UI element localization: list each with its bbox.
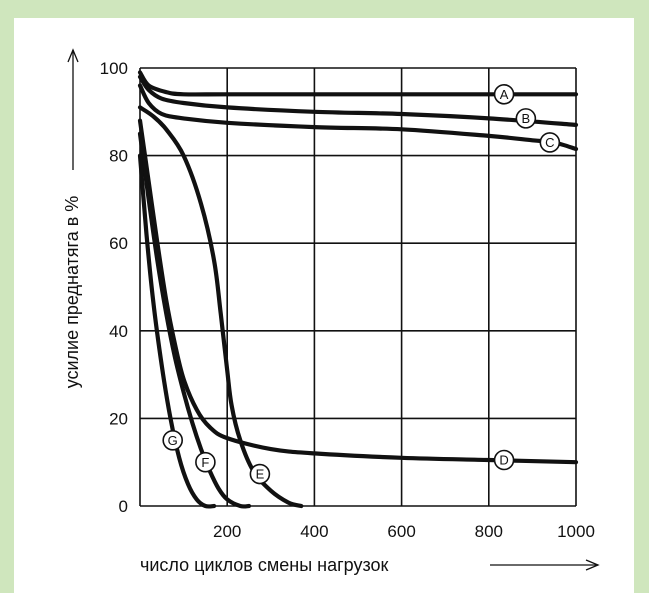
series-marker-b bbox=[515, 108, 537, 129]
x-axis-arrow-head bbox=[585, 559, 600, 571]
y-tick-20: 20 bbox=[109, 409, 128, 428]
series-marker-g bbox=[162, 429, 183, 451]
y-tick-0: 0 bbox=[119, 497, 128, 516]
series-line-a bbox=[137, 70, 579, 97]
y-tick-60: 60 bbox=[109, 234, 128, 253]
series-label-a: A bbox=[500, 87, 509, 102]
series-label-b: B bbox=[522, 111, 531, 126]
series-marker-d bbox=[493, 449, 515, 471]
series-label-f: F bbox=[201, 455, 209, 470]
series-lines bbox=[137, 70, 579, 509]
series-line-c bbox=[137, 83, 579, 152]
series-label-g: G bbox=[168, 433, 178, 448]
y-tick-labels: 0 20 40 60 80 100 bbox=[100, 59, 128, 516]
series-labels: ABC D E F G bbox=[162, 83, 561, 485]
series-label-d: D bbox=[499, 453, 508, 468]
y-tick-100: 100 bbox=[100, 59, 128, 78]
x-tick-labels: 200 400 600 800 1000 bbox=[213, 522, 595, 541]
series-line-f bbox=[137, 131, 252, 509]
series-line-e bbox=[137, 105, 304, 509]
series-line-b bbox=[137, 74, 579, 127]
series-marker-f bbox=[195, 451, 216, 473]
series-marker-c bbox=[539, 132, 561, 153]
x-tick-1000: 1000 bbox=[557, 522, 595, 541]
series-line-d bbox=[137, 118, 579, 465]
y-axis-label: усилие преднатяга в % bbox=[62, 196, 82, 389]
y-tick-80: 80 bbox=[109, 147, 128, 166]
y-axis-arrow-head bbox=[67, 48, 79, 63]
x-tick-600: 600 bbox=[387, 522, 415, 541]
series-label-c: C bbox=[545, 135, 554, 150]
grid bbox=[139, 67, 577, 507]
x-tick-200: 200 bbox=[213, 522, 241, 541]
y-tick-40: 40 bbox=[109, 322, 128, 341]
series-marker-e bbox=[249, 463, 271, 485]
x-tick-800: 800 bbox=[475, 522, 503, 541]
x-axis-label: число циклов смены нагрузок bbox=[140, 555, 389, 575]
series-label-e: E bbox=[256, 467, 265, 482]
x-tick-400: 400 bbox=[300, 522, 328, 541]
series-marker-a bbox=[493, 83, 515, 105]
